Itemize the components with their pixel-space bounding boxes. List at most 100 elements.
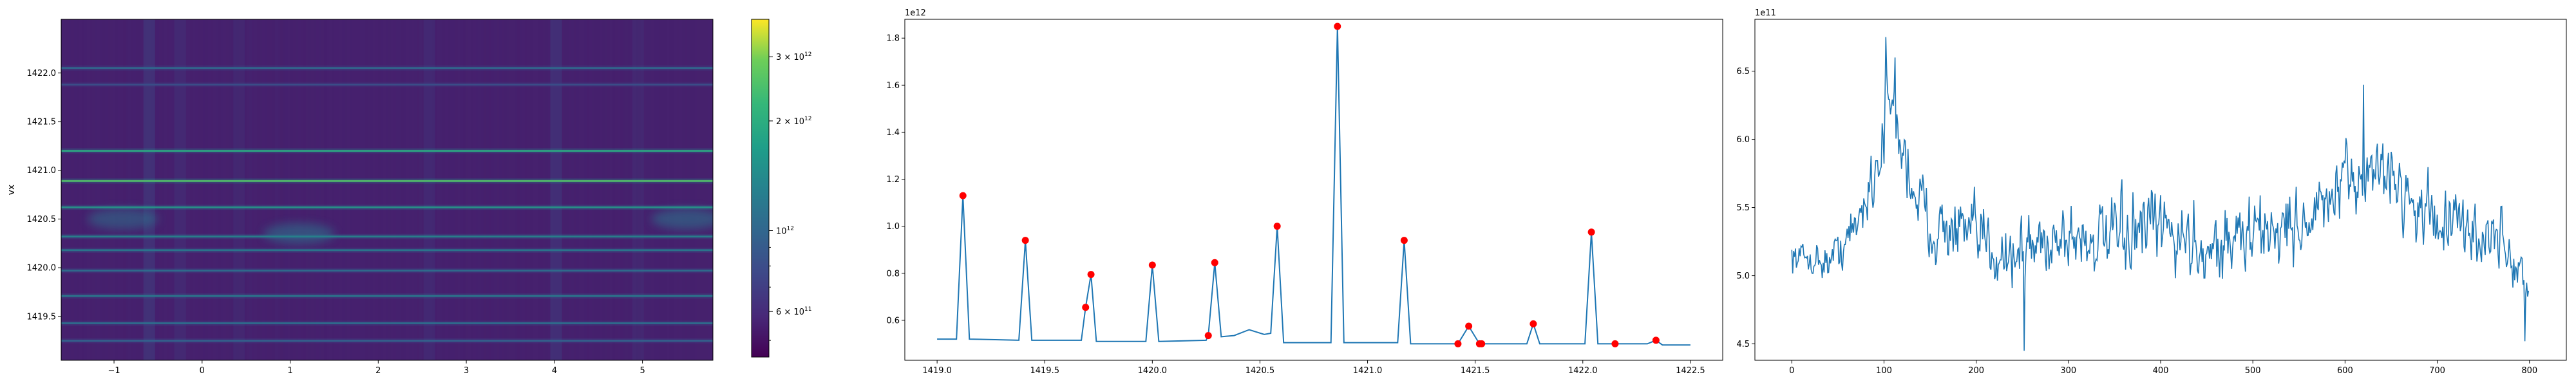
peak-marker xyxy=(1021,237,1029,244)
series-x-tick-label: 100 xyxy=(1876,366,1892,376)
heatmap-texture-column xyxy=(156,19,159,360)
heatmap-bright-row xyxy=(61,340,713,342)
colorbar-tick-label: 6 × 1011 xyxy=(776,306,811,317)
heatmap-x-tick-label: −1 xyxy=(108,366,120,376)
heatmap-texture-column xyxy=(667,19,669,360)
heatmap-texture-column xyxy=(298,19,301,360)
series-x-tick-label: 700 xyxy=(2429,366,2445,376)
heatmap-texture-column xyxy=(553,19,556,360)
heatmap-texture-column xyxy=(636,19,638,360)
heatmap-texture-column xyxy=(244,19,247,360)
heatmap-texture-column xyxy=(391,19,393,360)
heatmap-row-glow xyxy=(61,268,713,273)
heatmap-texture-column xyxy=(430,19,432,360)
heatmap-y-tick-label: 1421.0 xyxy=(27,166,57,176)
heatmap-texture-column xyxy=(486,19,489,360)
heatmap-texture-column xyxy=(97,19,100,360)
heatmap-texture-column xyxy=(463,19,466,360)
heatmap-texture-column xyxy=(412,19,414,360)
peaks-x-tick-label: 1420.5 xyxy=(1245,366,1275,376)
peak-marker xyxy=(1530,320,1537,327)
heatmap-bright-column xyxy=(550,19,562,360)
heatmap-texture-column xyxy=(638,19,641,360)
heatmap-texture-column xyxy=(283,19,285,360)
heatmap-texture-column xyxy=(375,19,378,360)
colorbar-tick-label: 1012 xyxy=(776,226,794,237)
heatmap-texture-column xyxy=(687,19,690,360)
heatmap-texture-column xyxy=(321,19,324,360)
heatmap-texture-column xyxy=(612,19,615,360)
peak-marker xyxy=(959,192,967,199)
peak-marker xyxy=(1587,228,1595,236)
heatmap-texture-column xyxy=(175,19,177,360)
heatmap-texture-column xyxy=(499,19,502,360)
heatmap-texture-column xyxy=(123,19,126,360)
heatmap-bright-row xyxy=(61,67,713,69)
heatmap-texture-column xyxy=(327,19,329,360)
heatmap-texture-column xyxy=(615,19,618,360)
peak-marker xyxy=(1204,332,1212,340)
series-offset-label: 1e11 xyxy=(1755,8,1776,18)
colorbar-tick-label: 3 × 1012 xyxy=(776,51,811,62)
heatmap-texture-column xyxy=(84,19,87,360)
series-y-tick-label: 5.5 xyxy=(1736,203,1750,213)
heatmap-texture-column xyxy=(592,19,594,360)
heatmap-texture-column xyxy=(489,19,491,360)
series-axes-frame xyxy=(1754,19,2567,361)
series-x-tick-label: 600 xyxy=(2337,366,2353,376)
heatmap-texture-column xyxy=(185,19,187,360)
heatmap-texture-column xyxy=(118,19,120,360)
heatmap-texture-column xyxy=(409,19,412,360)
heatmap-bright-column xyxy=(423,19,435,360)
heatmap-texture-column xyxy=(623,19,625,360)
heatmap-texture-column xyxy=(440,19,442,360)
heatmap-texture-column xyxy=(365,19,368,360)
colorbar-frame xyxy=(751,19,770,358)
heatmap-texture-column xyxy=(427,19,430,360)
peaks-y-tick-label: 1.0 xyxy=(886,222,900,232)
heatmap-texture-column xyxy=(442,19,445,360)
heatmap-texture-column xyxy=(154,19,156,360)
heatmap-texture-column xyxy=(252,19,254,360)
heatmap-texture-column xyxy=(414,19,417,360)
heatmap-texture-column xyxy=(674,19,677,360)
peaks-series-line xyxy=(937,26,1690,346)
peaks-x-tick-label: 1421.5 xyxy=(1461,366,1490,376)
heatmap-blob xyxy=(87,208,158,230)
heatmap-texture-column xyxy=(187,19,190,360)
heatmap-texture-column xyxy=(494,19,497,360)
heatmap-texture-column xyxy=(102,19,105,360)
heatmap-row-glow xyxy=(61,65,713,71)
peaks-x-tick-label: 1422.5 xyxy=(1676,366,1705,376)
series-line xyxy=(1791,37,2530,351)
heatmap-bright-column xyxy=(233,19,245,360)
heatmap-y-axis-label: vx xyxy=(6,185,17,196)
heatmap-texture-column xyxy=(558,19,561,360)
heatmap-texture-column xyxy=(128,19,131,360)
heatmap-texture-column xyxy=(448,19,450,360)
heatmap-texture-column xyxy=(450,19,453,360)
heatmap-texture-column xyxy=(445,19,448,360)
heatmap-texture-column xyxy=(180,19,182,360)
heatmap-blob xyxy=(263,223,335,244)
heatmap-blob xyxy=(650,208,713,230)
heatmap-texture-column xyxy=(458,19,460,360)
heatmap-texture-column xyxy=(597,19,600,360)
heatmap-texture-column xyxy=(703,19,705,360)
heatmap-background xyxy=(61,19,713,360)
heatmap-axes-frame xyxy=(61,19,714,361)
heatmap-texture-column xyxy=(149,19,151,360)
series-x-tick-label: 300 xyxy=(2060,366,2076,376)
heatmap-texture-column xyxy=(533,19,535,360)
heatmap-texture-column xyxy=(646,19,649,360)
heatmap-texture-column xyxy=(144,19,146,360)
heatmap-texture-column xyxy=(95,19,97,360)
heatmap-texture-column xyxy=(319,19,321,360)
heatmap-bright-row xyxy=(61,235,713,238)
heatmap-texture-column xyxy=(190,19,193,360)
heatmap-row-glow xyxy=(61,293,713,299)
heatmap-x-tick-label: 2 xyxy=(375,366,381,376)
heatmap-texture-column xyxy=(92,19,95,360)
heatmap-texture-column xyxy=(164,19,167,360)
